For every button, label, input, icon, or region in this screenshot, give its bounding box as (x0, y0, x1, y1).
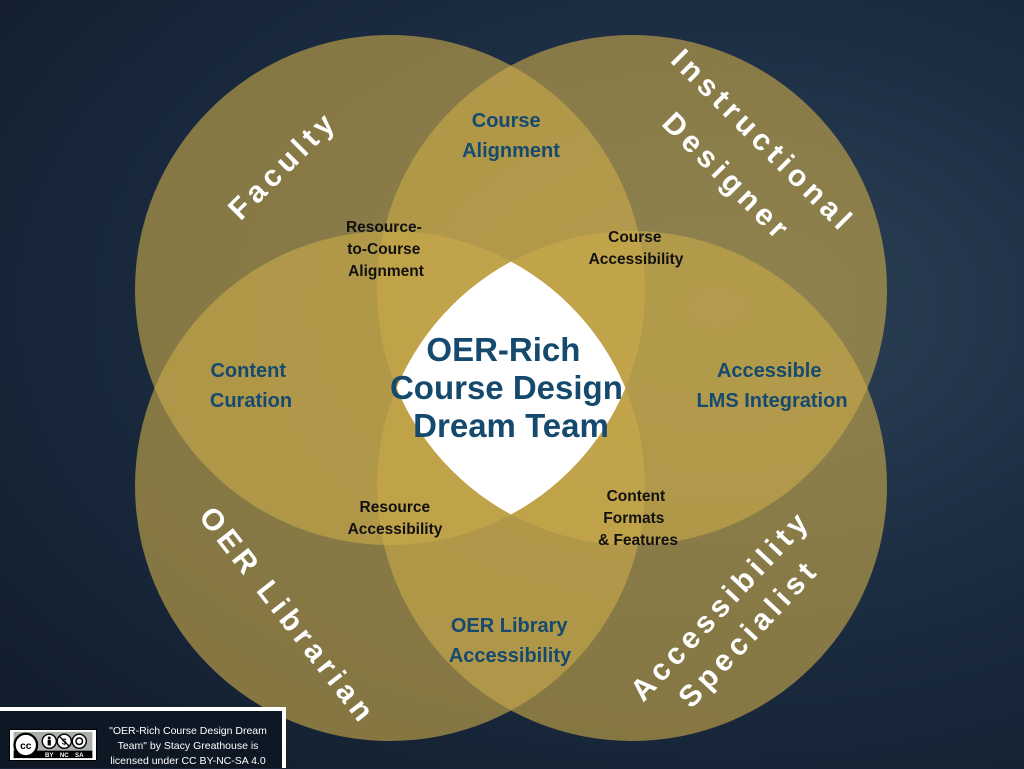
zone-resource-to-course-alignment: Resource- to-Course Alignment (346, 219, 426, 280)
cc-license-badge[interactable]: cc $ BY NC SA (9, 729, 97, 761)
zone-accessible-lms-integration: Accessible LMS Integration (696, 360, 847, 412)
center-title: OER-Rich Course Design Dream Team (390, 331, 632, 444)
cc-icon (13, 732, 39, 758)
license-text-line1: "OER-Rich Course Design Dream (109, 725, 267, 737)
badge-sa-label: SA (75, 752, 84, 759)
badge-nc-label: NC (60, 752, 69, 759)
license-text: "OER-Rich Course Design Dream Team" by S… (102, 724, 274, 769)
zone-oer-library-accessibility: OER Library Accessibility (449, 615, 573, 667)
zone-course-alignment: Course Alignment (462, 110, 560, 162)
license-text-line2: Team" by Stacy Greathouse is (117, 740, 259, 752)
zone-content-curation: Content Curation (210, 360, 292, 412)
license-box: cc $ BY NC SA "OER-Rich Course Design Dr… (0, 707, 286, 768)
zone-course-accessibility: Course Accessibility (589, 229, 684, 268)
badge-by-label: BY (45, 752, 53, 759)
zone-content-formats-features: Content Formats & Features (598, 488, 678, 549)
svg-text:cc: cc (20, 741, 32, 752)
sa-sharealike-icon (71, 733, 87, 749)
zone-resource-accessibility: Resource Accessibility (348, 499, 443, 538)
license-text-line3: licensed under CC BY-NC-SA 4.0 (110, 755, 266, 767)
